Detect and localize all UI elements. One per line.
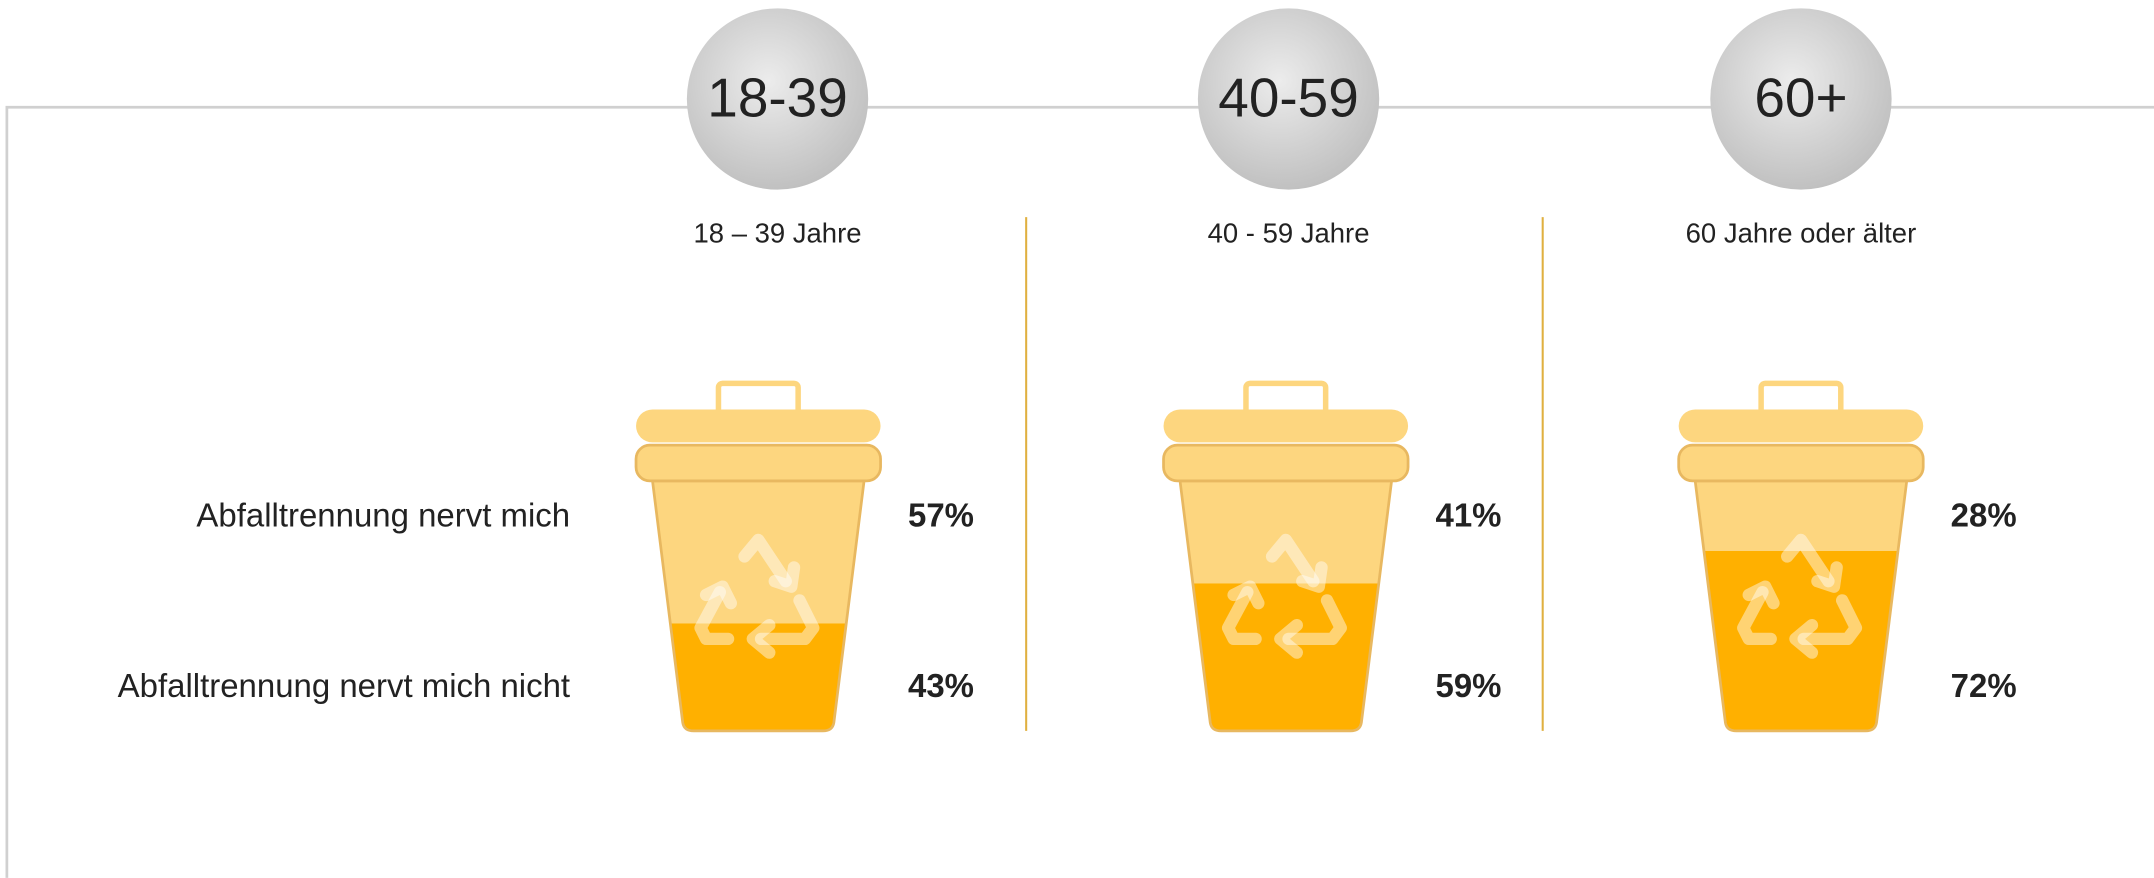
value-label: 28%	[1951, 497, 2017, 534]
segment	[635, 481, 882, 624]
row-label: Abfalltrennung nervt mich nicht	[118, 667, 570, 704]
bin-fill	[635, 481, 882, 731]
age-badge-label: 60+	[1754, 66, 1847, 128]
bin-fill	[1162, 481, 1409, 731]
value-label: 72%	[1951, 667, 2017, 704]
value-label: 41%	[1436, 497, 1502, 534]
bin-handle	[1246, 383, 1326, 413]
value-label: 59%	[1436, 667, 1502, 704]
row-label: Abfalltrennung nervt mich	[196, 497, 570, 534]
age-group-label: 18 – 39 Jahre	[694, 217, 862, 248]
bin-rim	[636, 445, 881, 481]
segment	[1162, 481, 1409, 584]
bin-fill	[1677, 481, 1924, 731]
bin-handle	[1761, 383, 1841, 413]
segment	[1162, 583, 1409, 731]
age-badge-label: 40-59	[1218, 66, 1359, 128]
age-badge-label: 18-39	[707, 66, 848, 128]
value-label: 43%	[908, 667, 974, 704]
page: Abfalltrennung nervt mich Abfalltrennung…	[0, 0, 2154, 878]
chart: Abfalltrennung nervt mich Abfalltrennung…	[0, 0, 2154, 878]
age-group-label: 60 Jahre oder älter	[1686, 217, 1917, 248]
bin-handle	[718, 383, 798, 413]
bin-rim	[1164, 445, 1409, 481]
bin-rim	[1679, 445, 1924, 481]
value-label: 57%	[908, 497, 974, 534]
bin-lid	[1679, 409, 1924, 442]
bin-lid	[1164, 409, 1409, 442]
bin-lid	[636, 409, 881, 442]
age-group-label: 40 - 59 Jahre	[1208, 217, 1370, 248]
